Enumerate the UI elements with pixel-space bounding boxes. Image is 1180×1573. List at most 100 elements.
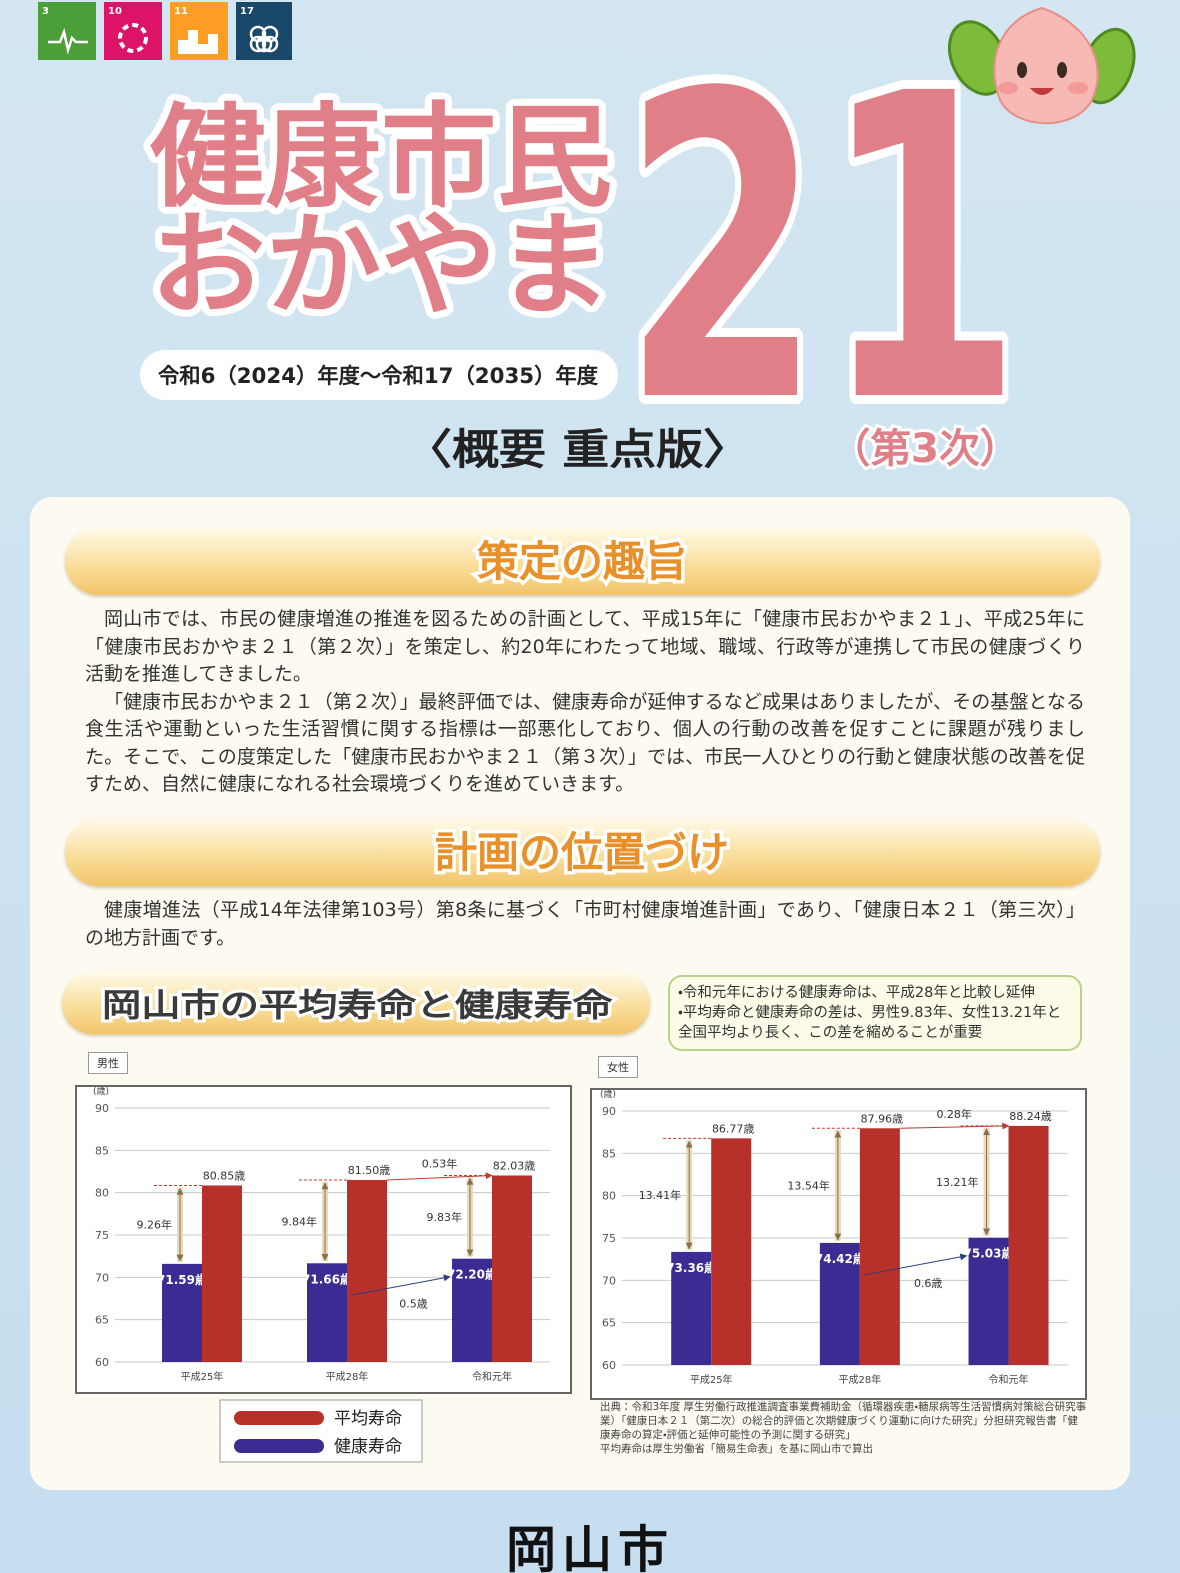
y-tick-label: 90 xyxy=(95,1102,109,1115)
legend-label: 健康寿命 xyxy=(334,1437,402,1457)
x-tick-label: 平成28年 xyxy=(326,1370,369,1383)
y-tick-label: 60 xyxy=(602,1359,616,1372)
value-label: 87.96歳 xyxy=(861,1112,904,1125)
chart-heading: 岡山市の平均寿命と健康寿命 xyxy=(102,986,613,1024)
y-tick-label: 60 xyxy=(95,1356,109,1369)
note: ・平均寿命と健康寿命の差は、男性9.83年、女性13.21年と全国平均より長く、… xyxy=(678,1005,1062,1041)
gap-label: 13.21年 xyxy=(936,1175,979,1189)
bar xyxy=(1008,1125,1049,1365)
value-label: 86.77歳 xyxy=(712,1122,755,1135)
bar xyxy=(347,1179,387,1362)
header: 3 10 11 17 健康市民 おかやま 21 令和6（ xyxy=(38,0,1136,495)
section-heading: 計画の位置づけ xyxy=(435,828,729,877)
paragraph: 健康増進法（平成14年法律第103号）第8条に基づく「市町村健康増進計画」であり… xyxy=(85,899,1085,949)
legend-label: 平均寿命 xyxy=(334,1409,402,1429)
icon-glyph xyxy=(48,27,88,55)
x-tick-label: 平成25年 xyxy=(690,1373,733,1386)
sdg-icons: 3 10 11 17 xyxy=(38,2,292,60)
period-pill xyxy=(140,350,618,400)
value-label: 81.50歳 xyxy=(348,1164,391,1177)
value-label: 72.20歳 xyxy=(447,1267,497,1282)
chart-tag: 女性 xyxy=(598,1056,638,1078)
y-tick-label: 80 xyxy=(95,1187,109,1200)
section-heading-bar: 計画の位置づけ xyxy=(65,818,1100,886)
y-tick-label: 65 xyxy=(95,1314,109,1327)
y-axis-label: (歳) xyxy=(93,1085,109,1097)
change-label: 0.28年 xyxy=(936,1107,972,1121)
y-axis-label: (歳) xyxy=(600,1088,616,1100)
notes-bubble: ・令和元年における健康寿命は、平成28年と比較し延伸 ・平均寿命と健康寿命の差は… xyxy=(668,975,1082,1051)
legend-swatch xyxy=(234,1411,324,1425)
chart-heading-bar: 岡山市の平均寿命と健康寿命 xyxy=(62,972,650,1034)
footer: 岡山市 xyxy=(506,1520,674,1573)
bar xyxy=(859,1128,900,1365)
bar xyxy=(968,1237,1009,1365)
gap-label: 13.54年 xyxy=(787,1179,830,1193)
bar xyxy=(307,1263,347,1362)
y-tick-label: 90 xyxy=(602,1105,616,1118)
paragraph: 岡山市では、市民の健康増進の推進を図るための計画として、平成15年に「健康市民お… xyxy=(85,608,1085,685)
icon-glyph xyxy=(118,23,148,53)
y-tick-label: 70 xyxy=(602,1274,616,1287)
value-label: 73.36歳 xyxy=(666,1260,716,1275)
change-label: 0.5歳 xyxy=(399,1297,428,1310)
y-tick-label: 75 xyxy=(602,1232,616,1245)
gap-label: 9.83年 xyxy=(427,1210,463,1224)
value-label: 82.03歳 xyxy=(493,1159,536,1172)
period: 令和6（2024）年度～令和17（2035）年度 xyxy=(158,364,598,388)
value-label: 74.42歳 xyxy=(815,1251,865,1266)
x-tick-label: 令和元年 xyxy=(989,1373,1029,1386)
section-heading-svg: 策定の趣旨 xyxy=(473,534,690,590)
y-tick-label: 75 xyxy=(95,1229,109,1242)
bar xyxy=(452,1258,492,1362)
y-tick-label: 80 xyxy=(602,1190,616,1203)
value-label: 71.66歳 xyxy=(302,1271,352,1286)
icon-glyph xyxy=(249,25,279,53)
bar xyxy=(711,1138,752,1365)
bar xyxy=(162,1263,202,1362)
mascot xyxy=(947,6,1136,125)
change-arrow xyxy=(350,1274,451,1296)
chart-tag: 男性 xyxy=(88,1052,128,1074)
section-heading: 策定の趣旨 xyxy=(477,537,687,586)
section-text: 健康増進法（平成14年法律第103号）第8条に基づく「市町村健康増進計画」であり… xyxy=(85,897,1085,952)
y-tick-label: 70 xyxy=(95,1271,109,1284)
gap-label: 9.26年 xyxy=(137,1218,173,1232)
bar xyxy=(671,1251,712,1365)
chart-heading-svg: 岡山市の平均寿命と健康寿命 xyxy=(99,983,616,1027)
gap-label: 13.41年 xyxy=(639,1188,682,1202)
section-heading-bar: 策定の趣旨 xyxy=(65,527,1100,595)
legend-swatch xyxy=(234,1439,324,1453)
section-text: 岡山市では、市民の健康増進の推進を図るための計画として、平成15年に「健康市民お… xyxy=(85,606,1085,799)
value-label: 71.59歳 xyxy=(157,1272,207,1287)
change-arrow xyxy=(386,1172,493,1181)
change-arrow xyxy=(863,1253,968,1276)
x-tick-label: 平成25年 xyxy=(181,1370,224,1383)
value-label: 88.24歳 xyxy=(1009,1110,1052,1123)
title: 健康市民 おかやま 21 xyxy=(143,0,1031,495)
source: 出典：令和3年度 厚生労働行政推進調査事業費補助金（循環器疾患・糖尿病等生活習慣… xyxy=(600,1400,1088,1456)
section-heading-svg: 計画の位置づけ xyxy=(431,825,732,881)
icon-glyph xyxy=(178,30,218,54)
bar xyxy=(819,1242,860,1365)
value-label: 75.03歳 xyxy=(964,1246,1014,1261)
bar xyxy=(202,1185,242,1362)
title-number: 21 xyxy=(622,6,1022,495)
source-line: 平均寿命は厚生労働省「簡易生命表」を基に岡山市で算出 xyxy=(600,1443,873,1455)
edition: （第3次） xyxy=(830,426,1020,472)
x-tick-label: 平成28年 xyxy=(838,1373,881,1386)
change-label: 0.53年 xyxy=(422,1156,458,1170)
x-tick-label: 令和元年 xyxy=(472,1370,512,1383)
y-tick-label: 85 xyxy=(602,1147,616,1160)
change-label: 0.6歳 xyxy=(914,1277,943,1290)
y-tick-label: 85 xyxy=(95,1144,109,1157)
sdg-number: 17 xyxy=(240,6,254,17)
bar xyxy=(492,1175,532,1362)
subtitle: 〈概要 重点版〉 xyxy=(405,425,750,474)
source-line: 出典：令和3年度 厚生労働行政推進調査事業費補助金（循環器疾患・糖尿病等生活習慣… xyxy=(600,1401,1087,1441)
sdg-number: 3 xyxy=(42,6,49,17)
gap-label: 9.84年 xyxy=(282,1215,318,1229)
value-label: 80.85歳 xyxy=(203,1169,246,1182)
